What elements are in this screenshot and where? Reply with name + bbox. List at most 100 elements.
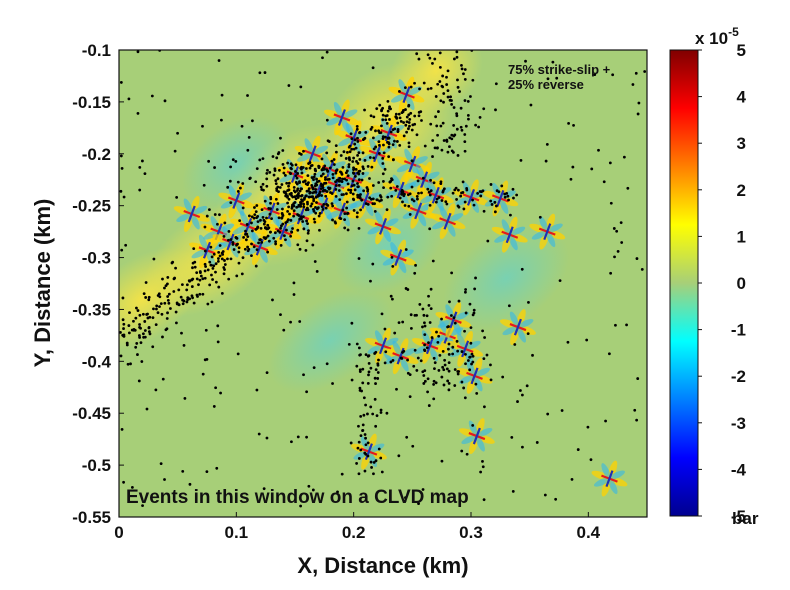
earthquake-dot [167,292,171,296]
earthquake-dot [350,147,354,151]
earthquake-dot [486,239,490,243]
earthquake-dot [237,250,241,254]
earthquake-dot [279,226,282,230]
earthquake-dot [353,188,357,192]
earthquake-dot [355,160,358,163]
earthquake-dot [438,80,442,83]
earthquake-dot [355,211,359,215]
event-lobe-negative [608,470,625,480]
earthquake-dot [417,191,420,195]
earthquake-dot [144,281,148,284]
earthquake-dot [384,114,388,118]
event-lobe-negative [333,101,344,119]
event-lobe-negative [333,195,344,212]
earthquake-dot [259,218,262,222]
earthquake-dot [616,249,620,253]
earthquake-dot [358,388,362,392]
earthquake-dot [199,271,202,274]
earthquake-dot [203,225,207,229]
earthquake-dot [290,205,294,209]
earthquake-dot [367,362,371,365]
earthquake-dot [122,334,126,338]
event-lobe-negative [304,138,314,155]
earthquake-dot [309,204,313,208]
earthquake-dot [367,373,370,377]
earthquake-dot [262,218,266,222]
earthquake-dot [362,167,365,171]
earthquake-dot [460,449,464,453]
earthquake-dot [408,395,412,398]
earthquake-dot [608,161,612,165]
earthquake-dot [381,172,385,176]
earthquake-dot [343,212,347,216]
earthquake-dot [357,346,361,350]
earthquake-dot [257,241,260,245]
earthquake-dot [201,277,205,281]
earthquake-dot [306,200,309,204]
earthquake-dot [463,200,467,204]
earthquake-dot [297,214,301,217]
earthquake-dot [265,171,269,175]
earthquake-dot [260,188,264,191]
earthquake-dot [263,199,267,203]
earthquake-dot [405,435,409,439]
earthquake-dot [280,183,284,186]
earthquake-dot [435,330,438,334]
earthquake-dot [464,311,468,315]
earthquake-dot [216,259,220,263]
earthquake-dot [266,234,270,238]
earthquake-dot [284,173,287,177]
earthquake-dot [400,190,404,194]
earthquake-dot [429,178,432,182]
event-lobe-negative [390,93,408,103]
earthquake-dot [267,226,271,230]
earthquake-dot [393,127,397,131]
event-core-negative [308,145,317,163]
colorbar-tick-label: -3 [731,414,746,433]
earthquake-dot [143,320,147,323]
earthquake-dot [237,261,241,265]
earthquake-dot [324,181,328,185]
stress-field-patch [182,116,291,212]
event-marker [417,177,454,214]
earthquake-dot [442,368,446,372]
earthquake-dot [325,50,329,54]
earthquake-dot [211,266,215,270]
earthquake-dot [428,321,432,324]
earthquake-dot [231,240,235,244]
earthquake-dot [216,222,219,226]
earthquake-dot [353,142,357,146]
earthquake-dot [236,352,240,356]
earthquake-dot [347,188,350,192]
earthquake-dot [261,216,265,219]
earthquake-dot [460,63,463,67]
earthquake-dot [353,174,357,178]
earthquake-dot [597,148,600,152]
earthquake-dot [250,254,253,258]
earthquake-dot [406,358,409,362]
earthquake-dot [409,326,413,330]
event-lobe-negative [311,145,329,156]
earthquake-dot [636,112,640,116]
earthquake-dot [201,372,205,376]
event-core-negative [466,188,476,206]
earthquake-dot [195,277,199,281]
earthquake-dot [441,365,445,369]
earthquake-dot [286,161,290,165]
earthquake-dot [389,360,393,364]
earthquake-dot [354,146,358,150]
earthquake-dot [448,145,451,148]
earthquake-dot [555,76,559,80]
annotation-line-1: 75% strike-slip + [508,62,611,77]
earthquake-dot [415,313,418,317]
earthquake-dot [161,335,164,339]
earthquake-dot [468,355,472,359]
earthquake-dot [441,85,445,89]
earthquake-dot [432,181,436,185]
earthquake-dot [397,321,401,325]
earthquake-dot [142,335,145,339]
earthquake-dot [395,387,398,391]
earthquake-dot [520,267,524,271]
earthquake-dot [128,311,131,315]
earthquake-dot [313,260,317,263]
